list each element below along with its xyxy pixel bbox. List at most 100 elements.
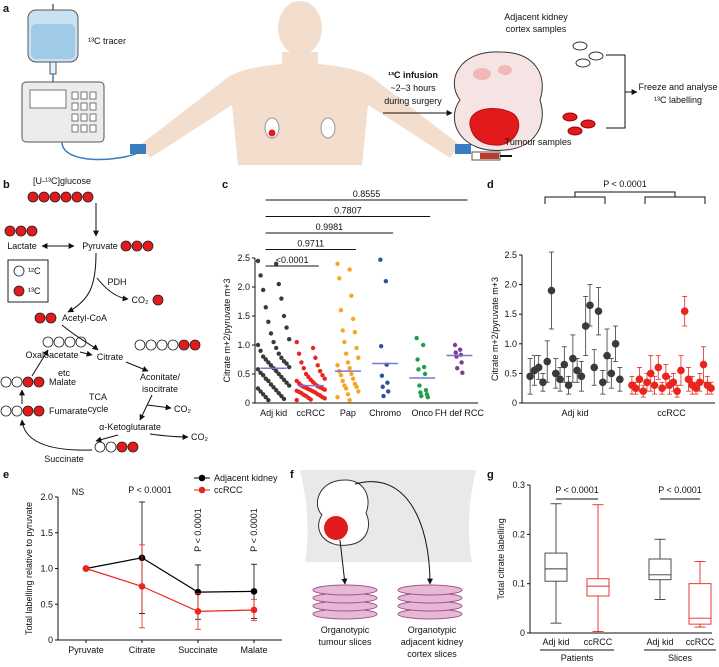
data-point xyxy=(335,395,340,400)
data-point xyxy=(273,368,279,374)
mean-point xyxy=(654,363,663,372)
label: Tumour samples xyxy=(505,137,572,147)
data-point xyxy=(343,351,349,356)
data-point xyxy=(350,316,356,322)
pump-key xyxy=(80,124,88,133)
box xyxy=(586,578,610,597)
mean-point xyxy=(539,378,547,387)
data-point xyxy=(453,350,458,355)
y-tick-label: 1.5 xyxy=(40,528,53,538)
data-point xyxy=(268,382,274,387)
data-point xyxy=(349,371,354,377)
mean-point xyxy=(594,307,603,316)
arrow xyxy=(67,252,97,313)
data-point xyxy=(255,342,261,348)
label: Lactate xyxy=(7,241,37,251)
data-point xyxy=(286,383,292,388)
x-tick-label: Succinate xyxy=(178,645,218,655)
annotation: P < 0.0001 xyxy=(128,485,172,495)
carbon-12 xyxy=(11,405,23,417)
label: Aconitate/ xyxy=(140,372,181,382)
kidney xyxy=(320,117,336,139)
data-point xyxy=(284,380,289,385)
pump-key xyxy=(71,91,79,100)
annotation: NS xyxy=(72,487,85,497)
data-point xyxy=(263,395,268,400)
label: Citrate xyxy=(97,352,124,362)
data-point xyxy=(379,373,385,378)
carbon-13 xyxy=(13,285,25,297)
data-point xyxy=(279,393,284,399)
data-point xyxy=(335,363,340,368)
tissue-slice xyxy=(312,584,378,596)
p-value: P < 0.0001 xyxy=(555,485,599,495)
carbon-12 xyxy=(53,336,65,348)
annotation: P < 0.0001 xyxy=(249,508,259,552)
data-point xyxy=(356,355,361,360)
y-tick-label: 0 xyxy=(520,628,525,638)
y-tick-label: 0 xyxy=(512,398,517,408)
data-point xyxy=(417,383,422,388)
data-point xyxy=(415,357,420,362)
tumour xyxy=(324,516,348,540)
data-point xyxy=(420,342,426,348)
y-tick-label: 1.5 xyxy=(504,309,517,319)
x-tick-label: Adj kid xyxy=(646,637,673,647)
arrow xyxy=(139,394,153,421)
label: tumour slices xyxy=(318,637,372,647)
carbon-13 xyxy=(127,441,139,453)
carbon-13 xyxy=(45,312,57,324)
panel-letter: e xyxy=(3,469,9,481)
data-point xyxy=(255,386,261,391)
data-point xyxy=(281,377,287,382)
mean-point xyxy=(551,369,560,378)
mean-point xyxy=(673,387,681,395)
data-point xyxy=(386,389,391,394)
mean-point xyxy=(560,360,569,369)
x-tick-label: Adj kid xyxy=(561,408,588,418)
iv-tube xyxy=(61,141,141,161)
data-point xyxy=(322,376,327,381)
arrow xyxy=(95,434,119,443)
mean-point xyxy=(684,375,693,384)
carbon-12 xyxy=(145,339,157,351)
data-point xyxy=(276,371,281,377)
data-point xyxy=(263,357,268,362)
mean-point xyxy=(581,322,590,330)
label: Freeze and analyse xyxy=(638,82,717,92)
mean-point xyxy=(643,378,651,387)
carbon-13 xyxy=(15,225,27,237)
legend-label: ccRCC xyxy=(214,485,243,495)
x-tick-label: Onco xyxy=(411,408,433,418)
data-point xyxy=(349,293,354,298)
label: ~2–3 hours xyxy=(390,83,436,93)
carbon-12 xyxy=(0,405,12,417)
marker xyxy=(138,583,146,590)
arrow xyxy=(31,349,49,377)
head xyxy=(278,1,322,55)
label: ¹³C tracer xyxy=(88,36,126,46)
data-point xyxy=(381,393,386,399)
data-point xyxy=(266,319,271,324)
data-point xyxy=(338,372,344,378)
cortex-sample xyxy=(572,41,588,51)
data-point xyxy=(354,345,359,351)
y-axis-label: Total citrate labelling xyxy=(496,518,506,600)
label: [U-¹³C]glucose xyxy=(33,176,91,186)
y-tick-label: 0.2 xyxy=(512,529,525,539)
pump-key xyxy=(89,113,97,122)
legend-label: Adjacent kidney xyxy=(214,473,278,483)
box xyxy=(688,583,712,625)
label: CO₂ xyxy=(132,295,150,305)
y-tick-label: 0 xyxy=(48,635,53,645)
marker xyxy=(250,606,258,614)
data-point xyxy=(258,348,263,353)
mean-point xyxy=(577,372,586,381)
label: Malate xyxy=(49,377,76,387)
data-point xyxy=(268,363,274,368)
x-tick-label: Adj kid xyxy=(260,408,287,418)
mean-point xyxy=(534,363,543,372)
y-tick-label: 2.0 xyxy=(237,282,250,292)
arrow xyxy=(125,361,149,372)
